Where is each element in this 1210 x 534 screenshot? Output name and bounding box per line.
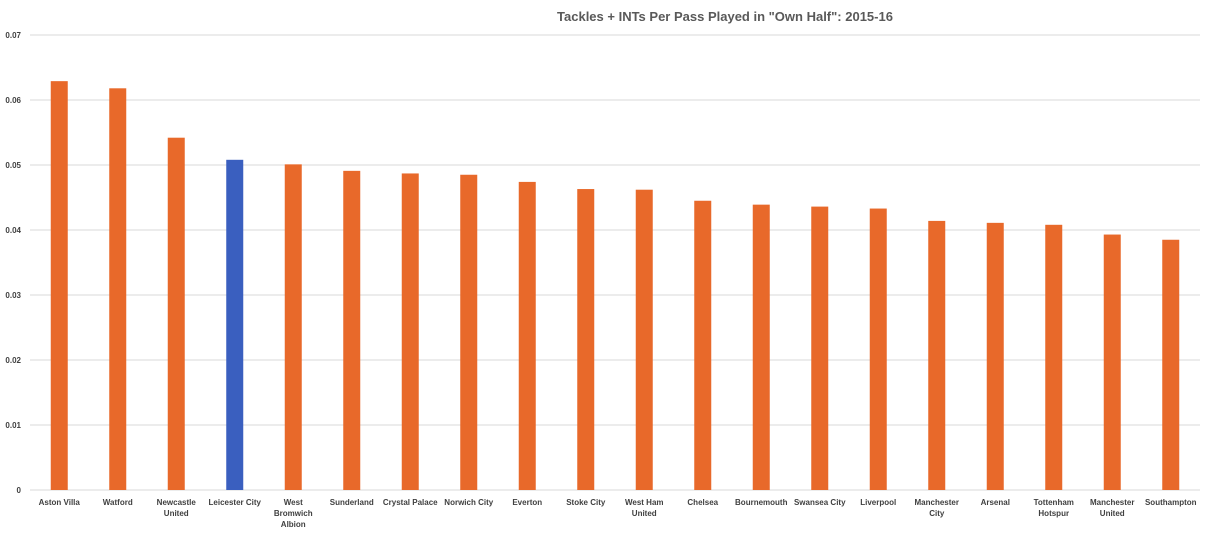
bar	[226, 159, 244, 491]
x-category-label: Arsenal	[981, 498, 1010, 507]
y-tick-label: 0.01	[5, 421, 21, 430]
chart-title: Tackles + INTs Per Pass Played in "Own H…	[557, 9, 893, 24]
y-tick-label: 0	[17, 486, 22, 495]
y-tick-label: 0.02	[5, 356, 21, 365]
bar	[460, 174, 478, 490]
bar	[284, 164, 302, 490]
bar	[986, 222, 1004, 490]
x-category-label: Manchester United	[1090, 498, 1134, 518]
x-category-label: Swansea City	[794, 498, 846, 507]
x-category-label: Bournemouth	[735, 498, 788, 507]
bar	[401, 173, 419, 490]
bar	[752, 204, 770, 490]
bar	[694, 200, 712, 490]
x-category-label: Manchester City	[915, 498, 959, 518]
x-category-label: Norwich City	[444, 498, 493, 507]
bar	[1045, 224, 1063, 491]
y-tick-label: 0.06	[5, 96, 21, 105]
x-category-label: Stoke City	[566, 498, 606, 507]
bar	[811, 206, 829, 490]
bars	[50, 81, 1180, 491]
x-category-label: Southampton	[1145, 498, 1197, 507]
bar	[1162, 239, 1180, 490]
bar	[1103, 234, 1121, 490]
bar	[167, 137, 185, 490]
x-category-label: Watford	[103, 498, 133, 507]
x-axis-category-labels: Aston Villa Watford Newcastle United Leicest…	[39, 498, 1197, 529]
y-tick-label: 0.05	[5, 161, 21, 170]
y-tick-label: 0.07	[5, 31, 21, 40]
bar	[869, 208, 887, 491]
x-category-label: Leicester City	[209, 498, 262, 507]
bar	[343, 170, 361, 490]
x-category-label: Aston Villa	[39, 498, 81, 507]
bar	[635, 189, 653, 490]
y-axis-tick-labels: 0 0.01 0.02 0.03 0.04 0.05 0.06 0.07	[5, 31, 21, 495]
y-tick-label: 0.03	[5, 291, 21, 300]
y-tick-label: 0.04	[5, 226, 21, 235]
x-category-label: Crystal Palace	[383, 498, 438, 507]
gridlines	[30, 34, 1200, 491]
bar	[928, 220, 946, 490]
x-category-label: Chelsea	[687, 498, 718, 507]
x-category-label: West Bromwich Albion	[274, 498, 313, 529]
x-category-label: Sunderland	[330, 498, 374, 507]
x-category-label: Liverpool	[860, 498, 896, 507]
bar	[50, 81, 68, 491]
x-category-label: Newcastle United	[157, 498, 197, 518]
bar	[577, 189, 595, 491]
x-category-label: West Ham United	[625, 498, 664, 518]
x-category-label: Everton	[512, 498, 542, 507]
bar	[109, 88, 127, 491]
x-category-label: Tottenham Hotspur	[1034, 498, 1074, 518]
bar	[518, 181, 536, 490]
